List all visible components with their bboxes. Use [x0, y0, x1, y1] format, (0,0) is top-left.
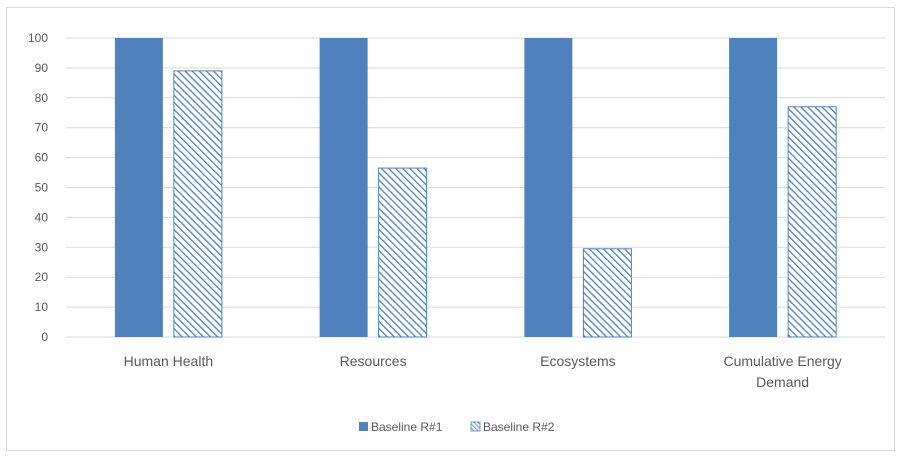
x-tick-label: Cumulative Energy	[723, 353, 841, 369]
y-tick-label: 100	[28, 31, 48, 45]
bar-baseline-r2	[173, 70, 223, 338]
y-tick-label: 50	[35, 181, 49, 195]
y-tick-label: 70	[35, 121, 49, 135]
legend: Baseline R#1 Baseline R#2	[359, 420, 555, 434]
legend-label: Baseline R#2	[483, 420, 555, 434]
y-tick-label: 90	[35, 61, 49, 75]
x-tick-label: Ecosystems	[540, 353, 615, 369]
y-tick-label: 10	[35, 300, 49, 314]
y-tick-label: 20	[35, 270, 49, 284]
bar-baseline-r1	[524, 38, 573, 337]
y-tick-label: 60	[35, 151, 49, 165]
legend-label: Baseline R#1	[371, 420, 443, 434]
y-axis-ticks: 0 10 20 30 40 50 60 70 80 90 100	[28, 31, 48, 344]
legend-swatch	[470, 421, 481, 432]
y-tick-label: 30	[35, 240, 49, 254]
bar-baseline-r2	[378, 167, 428, 338]
bar-baseline-r1	[114, 38, 163, 337]
x-axis-labels: Human Health Resources Ecosystems Cumulativ…	[124, 353, 842, 390]
x-tick-label: Resources	[340, 353, 407, 369]
bars	[114, 38, 837, 338]
bar-baseline-r2	[582, 248, 632, 338]
bar-baseline-r2	[787, 106, 837, 338]
y-tick-label: 80	[35, 91, 49, 105]
bar-baseline-r1	[729, 38, 778, 337]
x-tick-label: Human Health	[124, 353, 214, 369]
y-tick-label: 0	[41, 330, 48, 344]
bar-baseline-r1	[319, 38, 368, 337]
y-tick-label: 40	[35, 210, 49, 224]
x-tick-label: Demand	[756, 374, 809, 390]
legend-swatch	[359, 422, 368, 431]
